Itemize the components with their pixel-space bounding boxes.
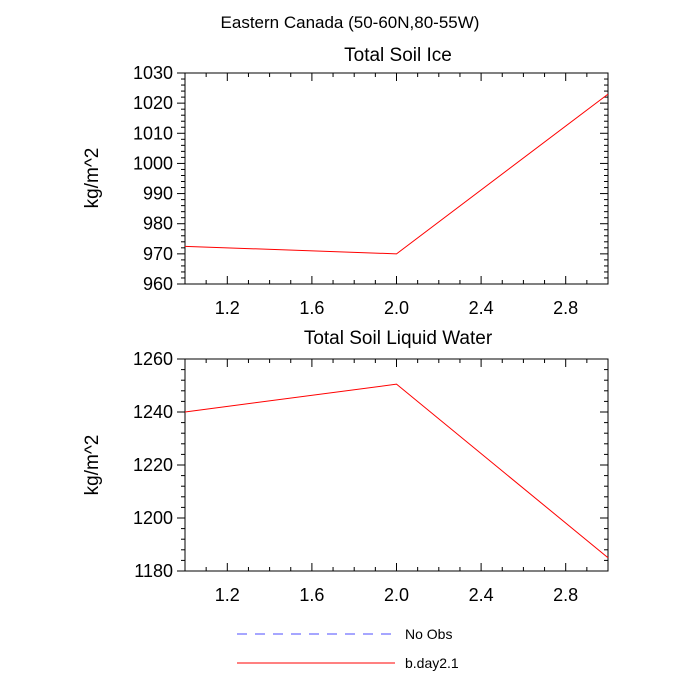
chart-title: Total Soil Ice (344, 45, 452, 66)
y-tick-label: 1260 (133, 349, 173, 369)
y-tick-label: 970 (143, 244, 173, 264)
figure-title: Eastern Canada (50-60N,80-55W) (221, 13, 480, 32)
legend: No Obs b.day2.1 (237, 626, 459, 671)
x-tick-label: 2.8 (553, 585, 578, 605)
y-tick-label: 1030 (133, 63, 173, 83)
x-tick-label: 1.6 (299, 585, 324, 605)
x-tick-label: 2.4 (469, 585, 494, 605)
y-tick-label: 1200 (133, 508, 173, 528)
chart-title: Total Soil Liquid Water (304, 328, 493, 349)
y-tick-label: 1180 (134, 561, 173, 581)
x-tick-label: 1.2 (215, 298, 240, 318)
x-tick-label: 2.8 (553, 298, 578, 318)
plot-area: 1.2 1.6 2.0 2.4 2.8 1180 1200 1220 1240 1260 (133, 349, 609, 605)
plot-area: 1.2 1.6 2.0 2.4 2.8 960 970 980 990 1000 1010 1020 1… (133, 63, 609, 318)
y-axis-label: kg/m^2 (82, 435, 103, 496)
series-line-b-day2-1 (184, 383, 609, 559)
legend-no-obs-label: No Obs (405, 626, 452, 642)
x-tick-label: 1.6 (299, 298, 324, 318)
y-tick-label: 990 (143, 184, 173, 204)
x-tick-label: 2.0 (384, 298, 409, 318)
x-tick-label: 2.4 (469, 298, 494, 318)
chart-panel-total-soil-liquid-water: Total Soil Liquid Water kg/m^2 1.2 1.6 2.0… (82, 328, 609, 605)
x-tick-label: 2.0 (384, 585, 409, 605)
y-axis-label: kg/m^2 (82, 148, 103, 209)
plot-frame (184, 72, 609, 285)
legend-b-day2-1-label: b.day2.1 (405, 655, 459, 671)
series-line-b-day2-1 (184, 93, 609, 255)
y-tick-label: 1010 (133, 123, 173, 143)
plot-frame (184, 358, 609, 572)
y-tick-label: 1240 (133, 402, 173, 422)
y-tick-label: 1000 (133, 153, 173, 173)
x-tick-label: 1.2 (215, 585, 240, 605)
y-tick-label: 980 (143, 214, 173, 234)
chart-panel-total-soil-ice: Total Soil Ice kg/m^2 1.2 1.6 2.0 2.4 2.8 960… (82, 45, 609, 318)
y-tick-label: 960 (143, 274, 173, 294)
y-tick-label: 1220 (133, 455, 173, 475)
y-tick-label: 1020 (133, 93, 173, 113)
